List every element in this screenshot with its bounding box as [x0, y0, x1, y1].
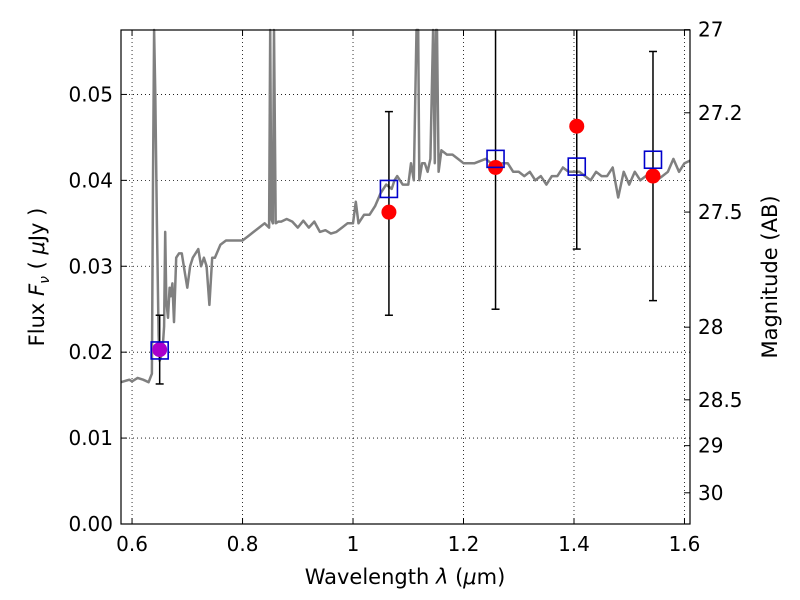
y-tick-label: 0.05	[68, 82, 113, 106]
magnitude-axis-ticks: 27 27.2 27.5 28 28.5 29 30	[684, 18, 743, 505]
x-tick-label: 1.6	[669, 532, 701, 556]
x-tick-label: 1.2	[448, 532, 480, 556]
y-tick-label: 0.01	[68, 426, 113, 450]
plot-frame	[120, 29, 691, 525]
synthetic-points	[150, 149, 663, 360]
y-tick-label: 0.04	[68, 168, 113, 192]
x-axis-ticks: 0.6 0.8 1 1.2 1.4 1.6	[116, 30, 700, 556]
observed-point	[645, 168, 661, 184]
magnitude-tick-label: 27.5	[698, 200, 743, 224]
y-tick-label: 0.02	[68, 340, 113, 364]
error-bars	[155, 30, 657, 385]
x-tick-label: 0.6	[116, 532, 148, 556]
magnitude-tick-label: 28	[698, 315, 723, 339]
synthetic-point	[643, 150, 663, 170]
magnitude-tick-label: 30	[698, 481, 723, 505]
x-tick-label: 1.4	[558, 532, 590, 556]
observed-points	[152, 118, 661, 358]
x-axis-label: Wavelength λ (μm)	[305, 565, 506, 589]
y-axis-label: Flux Fν ( μJy )	[25, 208, 53, 347]
model-spectrum	[120, 28, 691, 384]
y-tick-label: 0.03	[68, 254, 113, 278]
magnitude-axis-label: Magnitude (AB)	[758, 195, 782, 358]
y-tick-label: 0.00	[68, 512, 113, 536]
magnitude-tick-label: 27	[698, 18, 723, 42]
y-axis-ticks: 0.00 0.01 0.02 0.03 0.04 0.05	[68, 82, 127, 536]
x-tick-label: 0.8	[227, 532, 259, 556]
magnitude-tick-label: 28.5	[698, 388, 743, 412]
magnitude-tick-label: 29	[698, 434, 723, 458]
model-spectrum-line	[120, 28, 691, 384]
observed-point	[569, 118, 585, 134]
synthetic-point	[567, 157, 587, 176]
observed-point	[381, 204, 397, 220]
synthetic-point	[150, 341, 169, 360]
magnitude-tick-label: 27.2	[698, 101, 743, 125]
observed-point	[152, 342, 168, 358]
synthetic-point	[486, 149, 505, 169]
x-tick-label: 1	[347, 532, 360, 556]
synthetic-point	[379, 179, 399, 199]
